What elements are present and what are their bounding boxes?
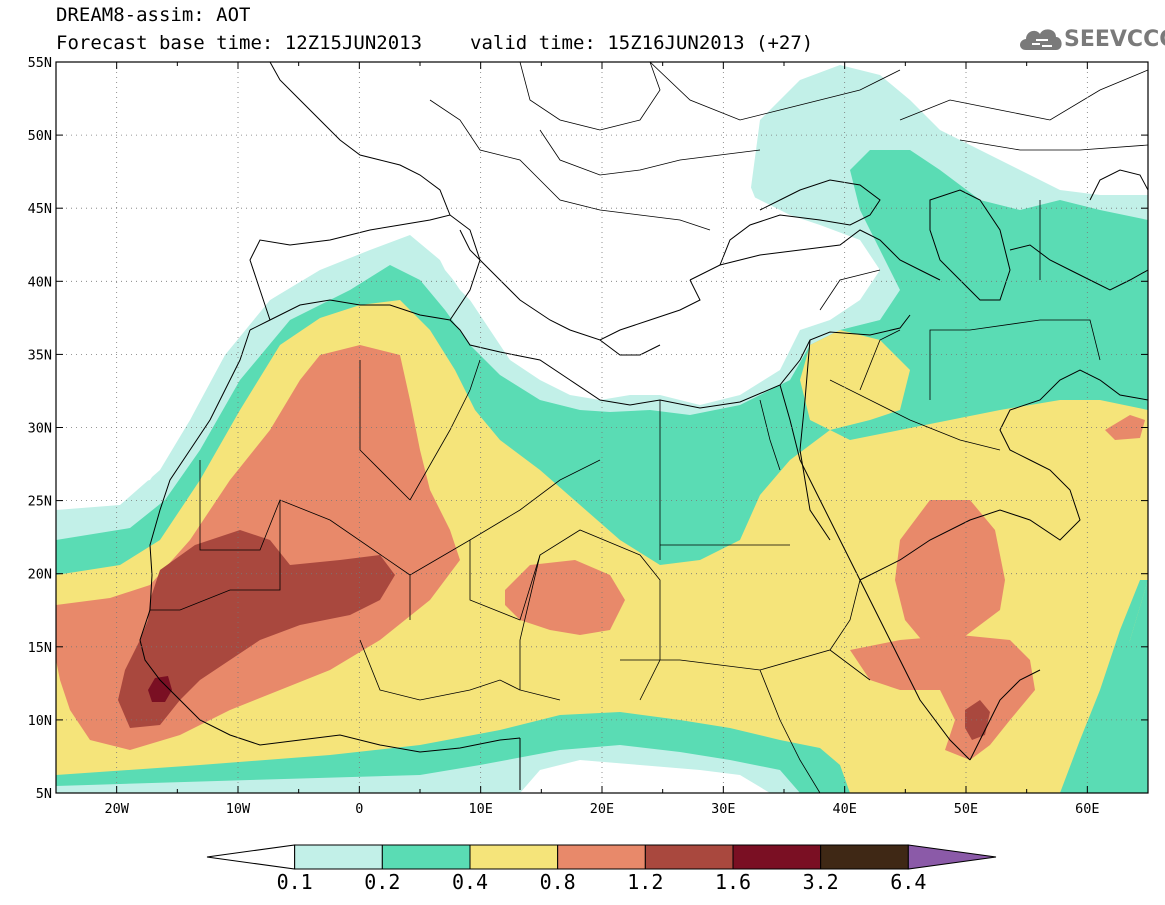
colorbar-label: 0.2 — [364, 870, 400, 894]
valid-time: valid time: 15Z16JUN2013 (+27) — [470, 32, 814, 54]
lat-label: 20N — [28, 567, 52, 583]
aot-band-1-6 — [148, 676, 172, 702]
lat-label: 25N — [28, 494, 52, 510]
colorbar-segment — [294, 844, 383, 870]
colorbar-label: 3.2 — [803, 870, 839, 894]
lon-label: 10W — [226, 801, 251, 817]
lon-label: 10E — [468, 801, 492, 817]
aot-blob-horn — [850, 635, 1035, 760]
lat-label: 45N — [28, 201, 52, 217]
cloud-logo-icon — [1020, 29, 1062, 50]
time-info: Forecast base time: 12Z15JUN2013 valid ti… — [56, 32, 813, 54]
lon-label: 60E — [1075, 801, 1099, 817]
lon-label: 0 — [355, 801, 363, 817]
aot-blob-horn-dark — [965, 700, 990, 740]
axis-labels: 20W 10W 0 10E 20E 30E 40E 50E 60E 55N 50N 45N 40N 35N… — [28, 55, 1100, 817]
colorbar-segment — [381, 844, 471, 870]
lon-label: 50E — [954, 801, 978, 817]
aot-blob-chad — [505, 560, 625, 635]
axis-ticks — [55, 61, 1149, 794]
colorbar-label: 0.4 — [452, 870, 488, 894]
colorbar-segment — [820, 844, 909, 870]
aot-clear-africa — [520, 760, 770, 793]
lat-label: 10N — [28, 713, 52, 729]
borders — [150, 62, 1148, 793]
colorbar-segment — [469, 844, 559, 870]
colorbar-segment — [732, 844, 822, 870]
lat-label: 30N — [28, 421, 52, 437]
map-title: DREAM8-assim: AOT — [56, 4, 251, 26]
colorbar-segment — [557, 844, 646, 870]
lat-label: 40N — [28, 274, 52, 290]
colorbar-segment — [644, 844, 734, 870]
lat-label: 35N — [28, 347, 52, 363]
colorbar-label: 6.4 — [890, 870, 926, 894]
colorbar-label: 1.2 — [627, 870, 663, 894]
colorbar-under-triangle — [206, 844, 296, 870]
lat-label: 15N — [28, 640, 52, 656]
aot-blob-arabia — [895, 500, 1005, 650]
lon-label: 20W — [104, 801, 129, 817]
lat-label: 55N — [28, 55, 52, 71]
logo-text: SEEVCCC — [1064, 27, 1165, 52]
aot-band-1-2 — [118, 530, 395, 728]
lat-label: 5N — [36, 786, 52, 802]
aot-clear-europe — [56, 62, 870, 500]
base-time: Forecast base time: 12Z15JUN2013 — [56, 32, 423, 54]
colorbar-label: 1.6 — [715, 870, 751, 894]
lon-label: 30E — [711, 801, 735, 817]
colorbar-over-triangle — [907, 844, 997, 870]
colorbar-labels: 0.1 0.2 0.4 0.8 1.2 1.6 3.2 6.4 — [277, 870, 927, 894]
lat-label: 50N — [28, 128, 52, 144]
lon-label: 20E — [590, 801, 614, 817]
colorbar-label: 0.1 — [277, 870, 313, 894]
colorbar-label: 0.8 — [540, 870, 576, 894]
aot-band-east-green — [1060, 580, 1148, 793]
aot-blob-persia — [1105, 415, 1145, 440]
lon-label: 40E — [832, 801, 856, 817]
colorbar — [206, 844, 997, 870]
graticule — [56, 62, 1148, 793]
